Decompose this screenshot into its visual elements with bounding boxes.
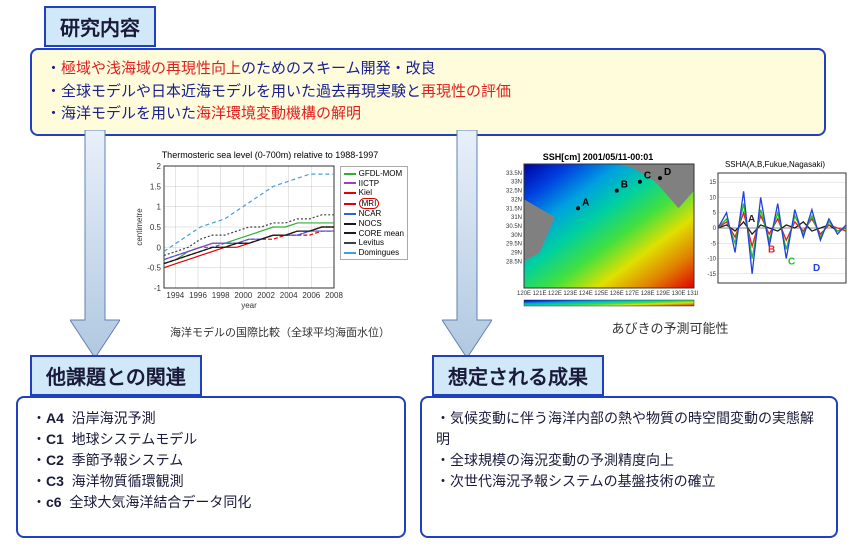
svg-text:33N: 33N (511, 180, 522, 186)
outcome-items: ・気候変動に伴う海洋内部の熱や物質の時空間変動の実態解明・全球規模の海況変動の予… (436, 408, 822, 492)
svg-text:1.5: 1.5 (150, 182, 162, 191)
svg-text:1: 1 (157, 203, 162, 212)
research-content-box: ・極域や浅海域の再現性向上のためのスキーム開発・改良・全球モデルや日本近海モデル… (30, 48, 826, 136)
svg-text:33.5N: 33.5N (506, 171, 522, 177)
svg-text:130E: 130E (672, 291, 686, 297)
arrow-right (442, 130, 492, 360)
svg-text:125E: 125E (594, 291, 608, 297)
outcome-item: ・次世代海況予報システムの基盤技術の確立 (436, 471, 822, 492)
svg-text:year: year (241, 301, 257, 310)
svg-text:29N: 29N (511, 251, 522, 257)
svg-text:-15: -15 (707, 272, 716, 278)
legend-item: IICTP (344, 179, 404, 189)
svg-text:31.5N: 31.5N (506, 206, 522, 212)
legend-item: GFDL-MOM (344, 169, 404, 179)
svg-text:centimetre: centimetre (135, 208, 144, 246)
outcome-item: ・気候変動に伴う海洋内部の熱や物質の時空間変動の実態解明 (436, 408, 822, 450)
svg-text:C: C (788, 257, 795, 268)
svg-text:B: B (768, 244, 775, 255)
research-line: ・極域や浅海域の再現性向上のためのスキーム開発・改良 (46, 58, 810, 81)
svg-text:1998: 1998 (212, 291, 230, 300)
legend-item: NOCS (344, 219, 404, 229)
chart-thermosteric: Thermosteric sea level (0-700m) relative… (130, 150, 410, 320)
related-item: ・C3 海洋物質循環観測 (32, 471, 390, 492)
svg-text:127E: 127E (625, 291, 639, 297)
svg-text:C: C (644, 171, 651, 182)
svg-text:129E: 129E (656, 291, 670, 297)
svg-text:128E: 128E (641, 291, 655, 297)
svg-text:-5: -5 (711, 241, 717, 247)
svg-text:0.5: 0.5 (150, 223, 162, 232)
svg-text:A: A (748, 214, 755, 225)
related-item: ・C2 季節予報システム (32, 450, 390, 471)
svg-text:D: D (813, 263, 820, 274)
svg-text:-1: -1 (154, 284, 162, 293)
chart-ssha: SSHA(A,B,Fukue,Nagasaki) -15 -10 -5 0 5 10 15 A… (700, 160, 850, 300)
svg-text:123E: 123E (563, 291, 577, 297)
svg-text:5: 5 (713, 211, 717, 217)
svg-text:28.5N: 28.5N (506, 259, 522, 265)
related-item: ・c6 全球大気海洋結合データ同化 (32, 492, 390, 513)
header-title-box: 研究内容 (44, 6, 156, 47)
outcome-title-box: 想定される成果 (432, 355, 604, 396)
svg-text:29.5N: 29.5N (506, 242, 522, 248)
svg-text:15: 15 (709, 180, 716, 186)
outcome-title: 想定される成果 (448, 367, 588, 389)
svg-text:B: B (621, 180, 628, 191)
chart-ssh-map: SSH[cm] 2001/05/11-00:01 28.5N 29N 29.5N 30… (498, 152, 698, 312)
svg-text:2004: 2004 (280, 291, 298, 300)
svg-text:30N: 30N (511, 233, 522, 239)
chart1-caption: 海洋モデルの国際比較（全球平均海面水位） (130, 324, 430, 340)
related-item: ・C1 地球システムモデル (32, 429, 390, 450)
outcome-item: ・全球規模の海況変動の予測精度向上 (436, 450, 822, 471)
legend-item: NCAR (344, 209, 404, 219)
related-items: ・A4 沿岸海況予測・C1 地球システムモデル・C2 季節予報システム・C3 海… (32, 408, 390, 513)
svg-text:0: 0 (157, 243, 162, 252)
research-line: ・海洋モデルを用いた海洋環境変動機構の解明 (46, 103, 810, 126)
svg-text:1994: 1994 (166, 291, 184, 300)
svg-text:D: D (664, 167, 671, 178)
svg-text:A: A (582, 197, 589, 208)
related-title: 他課題との関連 (46, 367, 186, 389)
svg-text:2002: 2002 (257, 291, 275, 300)
legend-item: CORE mean (344, 229, 404, 239)
svg-text:-0.5: -0.5 (147, 264, 161, 273)
legend-item: Domingues (344, 248, 404, 258)
svg-text:2006: 2006 (302, 291, 320, 300)
related-title-box: 他課題との関連 (30, 355, 202, 396)
chart3-title: SSHA(A,B,Fukue,Nagasaki) (700, 160, 850, 169)
svg-text:124E: 124E (579, 291, 593, 297)
chart1-legend: GFDL-MOMIICTPKielMRINCARNOCSCORE meanLev… (340, 166, 408, 260)
header-title: 研究内容 (60, 18, 140, 40)
chart2-title: SSH[cm] 2001/05/11-00:01 (498, 152, 698, 162)
research-line: ・全球モデルや日本近海モデルを用いた過去再現実験と再現性の評価 (46, 81, 810, 104)
legend-item: MRI (344, 198, 404, 210)
svg-text:32.5N: 32.5N (506, 189, 522, 195)
chart3-caption: あびきの予測可能性 (570, 318, 770, 337)
svg-text:-10: -10 (707, 257, 716, 263)
svg-text:2000: 2000 (234, 291, 252, 300)
arrow-left (70, 130, 120, 360)
legend-item: Levitus (344, 238, 404, 248)
svg-text:1996: 1996 (189, 291, 207, 300)
related-item: ・A4 沿岸海況予測 (32, 408, 390, 429)
svg-text:126E: 126E (610, 291, 624, 297)
svg-text:0: 0 (713, 226, 717, 232)
chart1-title: Thermosteric sea level (0-700m) relative… (130, 150, 410, 160)
outcome-content-box: ・気候変動に伴う海洋内部の熱や物質の時空間変動の実態解明・全球規模の海況変動の予… (420, 396, 838, 538)
related-content-box: ・A4 沿岸海況予測・C1 地球システムモデル・C2 季節予報システム・C3 海… (16, 396, 406, 538)
svg-text:121E: 121E (532, 291, 546, 297)
svg-text:2: 2 (157, 162, 162, 171)
svg-text:2008: 2008 (325, 291, 343, 300)
svg-text:120E: 120E (517, 291, 531, 297)
legend-item: Kiel (344, 188, 404, 198)
research-lines: ・極域や浅海域の再現性向上のためのスキーム開発・改良・全球モデルや日本近海モデル… (46, 58, 810, 126)
svg-text:30.5N: 30.5N (506, 224, 522, 230)
svg-text:10: 10 (709, 195, 716, 201)
svg-text:122E: 122E (548, 291, 562, 297)
svg-text:31N: 31N (511, 215, 522, 221)
svg-text:131E: 131E (687, 291, 698, 297)
svg-text:32N: 32N (511, 197, 522, 203)
